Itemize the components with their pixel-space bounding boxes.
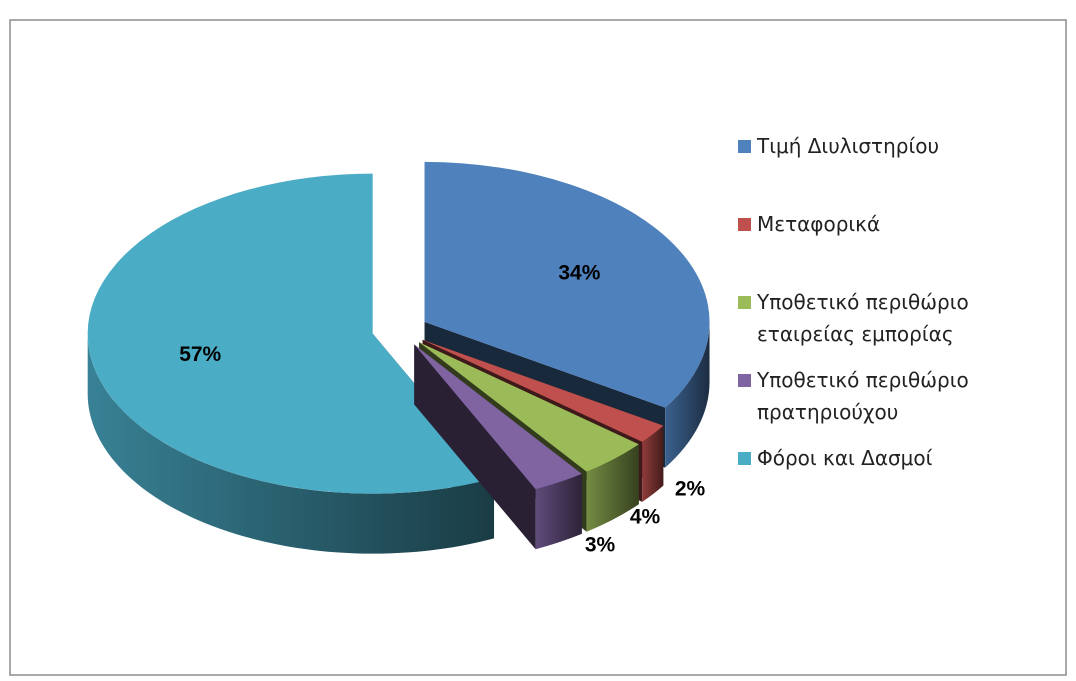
data-label: 3%: [585, 534, 616, 557]
legend-item: Μεταφορικά: [738, 208, 1058, 286]
data-label: 2%: [675, 478, 706, 501]
slice: [414, 344, 582, 550]
data-label: 4%: [630, 506, 661, 529]
legend-item: Φόροι και Δασμοί: [738, 442, 1058, 520]
slice-wall: [642, 425, 664, 502]
slice-side: [414, 344, 536, 550]
legend-label: Υποθετικό περιθώριο πρατηριούχου: [757, 368, 969, 424]
legend-label: Υποθετικό περιθώριο εταιρείας εμπορίας: [757, 290, 969, 346]
legend-item: Υποθετικό περιθώριο εταιρείας εμπορίας: [738, 286, 1058, 364]
legend-swatch: [738, 374, 751, 387]
legend-label: Μεταφορικά: [757, 212, 881, 236]
legend-item: Υποθετικό περιθώριο πρατηριούχου: [738, 364, 1058, 442]
legend-label: Τιμή Διυλιστηρίου: [757, 134, 940, 158]
legend-label: Φόροι και Δασμοί: [757, 446, 933, 470]
legend: Τιμή Διυλιστηρίου Μεταφορικά Υποθετικό περ…: [738, 130, 1058, 520]
slice-top: [87, 173, 495, 494]
slice-top: [419, 342, 639, 472]
slice-wall: [87, 333, 495, 554]
legend-swatch: [738, 218, 751, 231]
slice: [87, 173, 495, 554]
slice-wall: [586, 444, 639, 532]
data-label: 57%: [179, 343, 221, 366]
legend-swatch: [738, 452, 751, 465]
legend-swatch: [738, 296, 751, 309]
slice-top: [414, 344, 582, 490]
legend-item: Τιμή Διυλιστηρίου: [738, 130, 1058, 208]
slice-top: [422, 339, 664, 442]
legend-swatch: [738, 140, 751, 153]
slice-top: [424, 161, 710, 408]
data-label: 34%: [558, 262, 600, 285]
slice-wall: [665, 321, 710, 468]
slice-wall: [535, 473, 582, 550]
